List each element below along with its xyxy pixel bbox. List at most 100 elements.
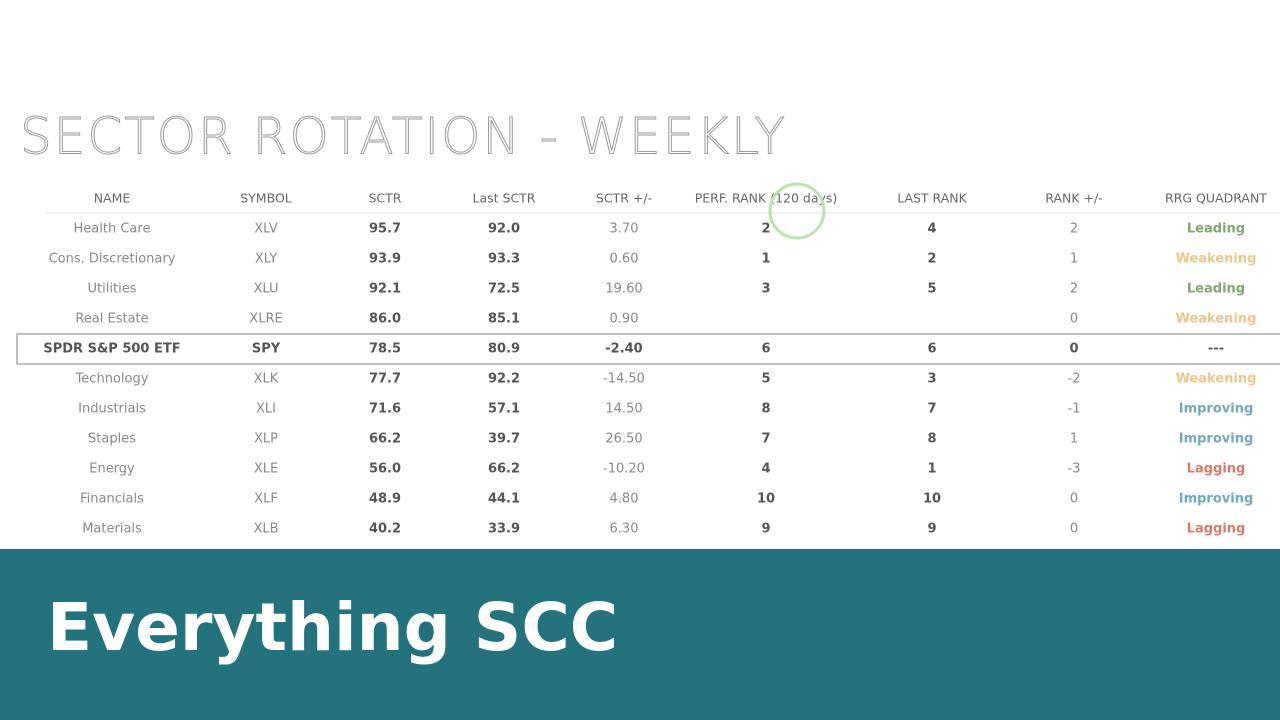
table-cell: 2 <box>1070 222 1078 237</box>
table-cell: 48.9 <box>369 492 401 507</box>
table-cell: 4.80 <box>610 492 639 507</box>
row-name: Real Estate <box>75 312 148 327</box>
table-cell: 3 <box>927 372 936 387</box>
table-cell: 7 <box>927 402 936 417</box>
table-cell: 92.0 <box>488 222 520 237</box>
row-name: Industrials <box>78 402 146 417</box>
table-cell: 57.1 <box>488 402 520 417</box>
table-cell: 3 <box>761 282 770 297</box>
row-name: Utilities <box>88 282 137 297</box>
table-cell: XLY <box>255 252 277 267</box>
table-cell: 56.0 <box>369 462 401 477</box>
table-cell: 4 <box>927 222 936 237</box>
table-cell: -3 <box>1068 462 1081 477</box>
table-cell: 8 <box>927 432 936 447</box>
table: NAME SYMBOL SCTR Last SCTR SCTR +/- PERF. RAN… <box>43 191 1267 537</box>
table-cell: -2.40 <box>605 342 642 357</box>
column-header: SCTR +/- <box>596 191 652 206</box>
table-cell: 92.1 <box>369 282 401 297</box>
row-name: Staples <box>88 432 136 447</box>
table-cell: 71.6 <box>369 402 401 417</box>
table-cell: 72.5 <box>488 282 520 297</box>
row-name: Materials <box>82 522 142 537</box>
table-cell: SPY <box>252 342 281 357</box>
table-cell: 86.0 <box>369 312 401 327</box>
table-cell: Lagging <box>1187 462 1246 477</box>
table-cell: XLU <box>253 282 278 297</box>
table-cell: 9 <box>761 522 770 537</box>
table-cell: 10 <box>923 492 941 507</box>
table-cell: Lagging <box>1187 522 1246 537</box>
table-cell: 14.50 <box>605 402 642 417</box>
table-cell: Improving <box>1179 432 1254 447</box>
column-header: SCTR <box>369 191 402 206</box>
row-name: SPDR S&P 500 ETF <box>43 342 180 357</box>
table-cell: 7 <box>761 432 770 447</box>
table-cell: 5 <box>927 282 936 297</box>
table-cell: 66.2 <box>488 462 520 477</box>
table-cell: 0.60 <box>610 252 639 267</box>
table-cell: 1 <box>1070 252 1078 267</box>
table-cell: 4 <box>761 462 770 477</box>
table-cell: Leading <box>1187 282 1245 297</box>
table-cell: 6.30 <box>610 522 639 537</box>
table-cell: 95.7 <box>369 222 401 237</box>
table-cell: 78.5 <box>369 342 401 357</box>
row-name: Energy <box>89 462 135 477</box>
table-cell: 93.9 <box>369 252 401 267</box>
annotation-circle <box>768 182 826 240</box>
table-cell: Improving <box>1179 402 1254 417</box>
table-cell: 92.2 <box>488 372 520 387</box>
table-cell: 8 <box>761 402 770 417</box>
row-name: Technology <box>75 372 149 387</box>
table-cell: -2 <box>1068 372 1081 387</box>
table-cell: XLV <box>254 222 278 237</box>
column-header: SYMBOL <box>240 191 292 206</box>
table-cell: 5 <box>761 372 770 387</box>
column-header: Last SCTR <box>473 191 536 206</box>
table-cell: XLF <box>254 492 278 507</box>
table-cell: 1 <box>927 462 936 477</box>
table-cell: XLP <box>254 432 278 447</box>
table-cell: -1 <box>1068 402 1081 417</box>
table-cell: -10.20 <box>603 462 645 477</box>
table-cell: 93.3 <box>488 252 520 267</box>
table-cell: 40.2 <box>369 522 401 537</box>
table-cell: 0.90 <box>610 312 639 327</box>
table-cell: 0 <box>1070 312 1078 327</box>
table-cell: -14.50 <box>603 372 645 387</box>
table-cell: 3.70 <box>610 222 639 237</box>
table-cell: 0 <box>1070 492 1078 507</box>
slide-title: SECTOR ROTATION - WEEKLY <box>20 108 787 166</box>
table-cell: 9 <box>927 522 936 537</box>
table-cell: XLI <box>256 402 276 417</box>
table-cell: 80.9 <box>488 342 520 357</box>
table-cell: 26.50 <box>605 432 642 447</box>
table-cell: Leading <box>1187 222 1245 237</box>
row-name: Health Care <box>74 222 151 237</box>
column-header: LAST RANK <box>897 191 967 206</box>
table-cell: Weakening <box>1176 372 1257 387</box>
table-cell: 10 <box>757 492 775 507</box>
column-header: PERF. RANK (120 days) <box>695 191 838 206</box>
table-cell: Improving <box>1179 492 1254 507</box>
table-cell: XLK <box>254 372 279 387</box>
table-cell: 19.60 <box>605 282 642 297</box>
table-cell: 0 <box>1070 522 1078 537</box>
column-header: RRG QUADRANT <box>1165 191 1267 206</box>
table-cell: Weakening <box>1176 252 1257 267</box>
column-header: NAME <box>94 191 131 206</box>
row-name: Financials <box>80 492 144 507</box>
row-name: Cons. Discretionary <box>49 252 176 267</box>
table-cell: XLE <box>254 462 278 477</box>
banner <box>0 549 1280 720</box>
table-cell: 66.2 <box>369 432 401 447</box>
table-cell: 77.7 <box>369 372 401 387</box>
table-cell: 39.7 <box>488 432 520 447</box>
table-cell: 0 <box>1069 342 1078 357</box>
table-cell: XLRE <box>249 312 282 327</box>
table-cell: 1 <box>1070 432 1078 447</box>
banner-title: Everything SCC <box>47 589 618 666</box>
table-cell: 2 <box>1070 282 1078 297</box>
